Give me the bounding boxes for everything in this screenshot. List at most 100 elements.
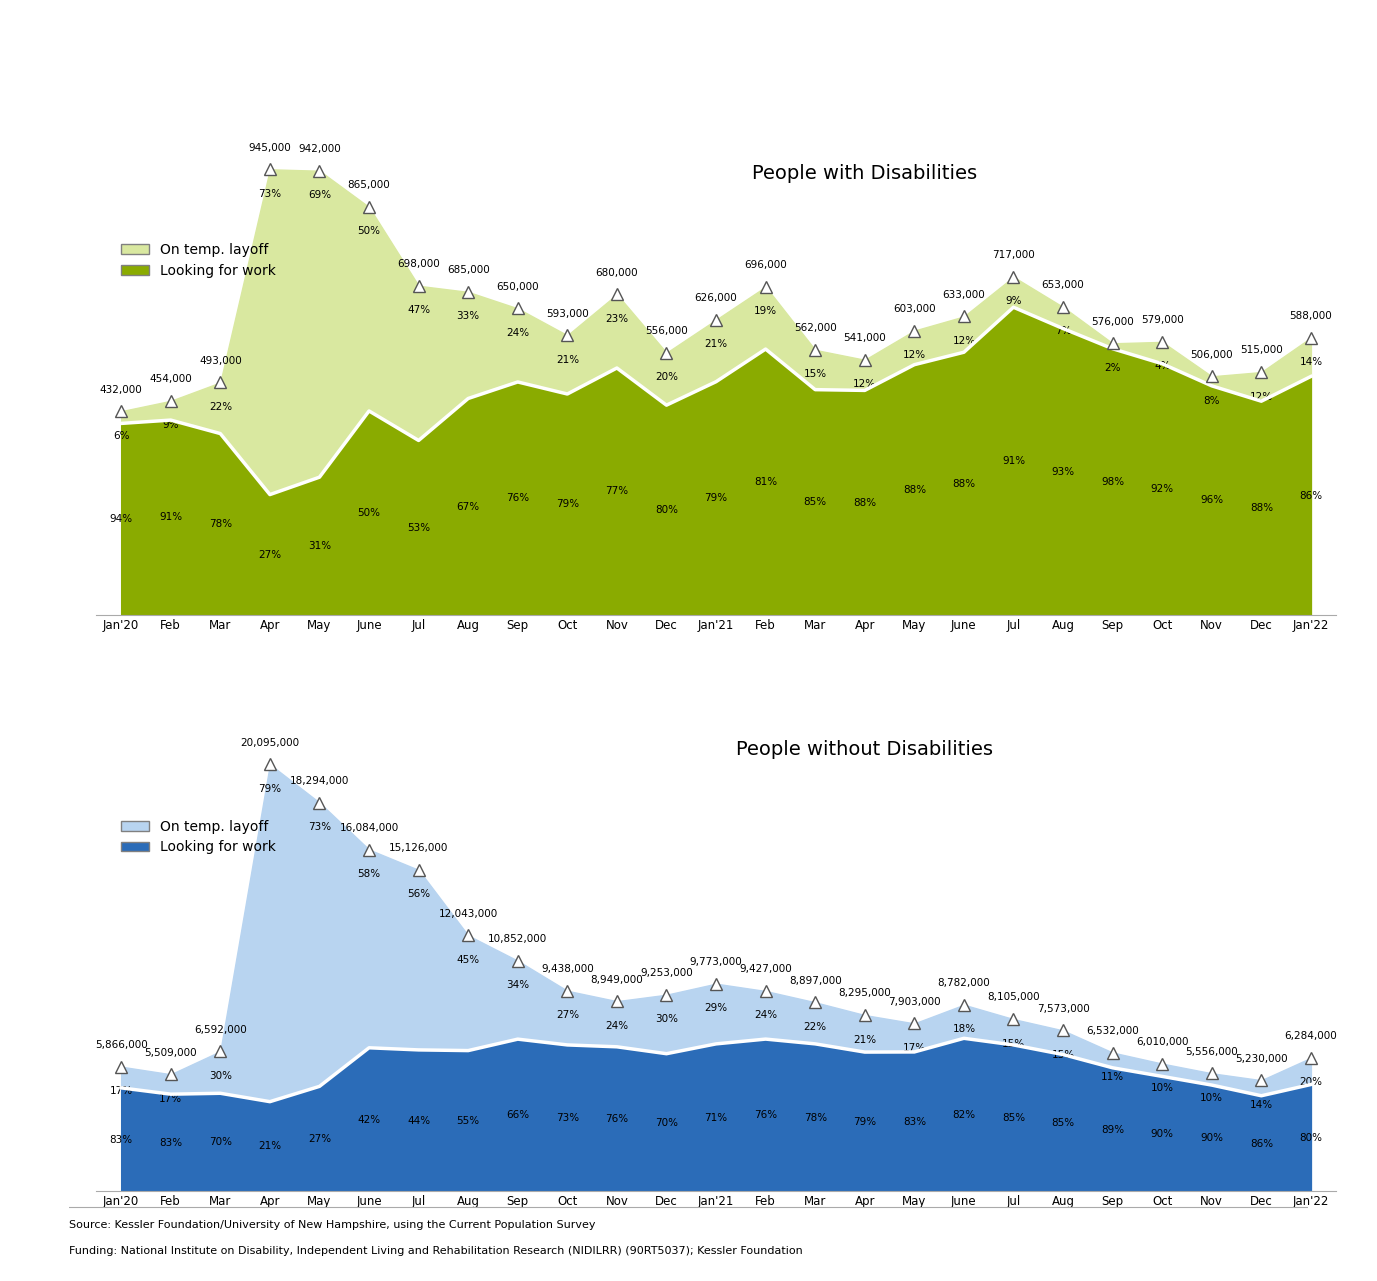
Text: 79%: 79% xyxy=(854,1117,876,1127)
Text: 23%: 23% xyxy=(606,314,628,324)
Text: 21%: 21% xyxy=(259,1141,281,1152)
Text: 79%: 79% xyxy=(705,493,727,503)
Text: 603,000: 603,000 xyxy=(894,304,935,314)
Text: 85%: 85% xyxy=(804,497,826,507)
Text: 7,573,000: 7,573,000 xyxy=(1037,1004,1089,1013)
Text: 80%: 80% xyxy=(655,505,677,515)
Text: 66%: 66% xyxy=(507,1111,529,1120)
Text: 942,000: 942,000 xyxy=(297,143,341,154)
Text: 12%: 12% xyxy=(903,350,925,360)
Text: 945,000: 945,000 xyxy=(248,142,292,152)
Text: 93%: 93% xyxy=(1052,466,1074,477)
Text: 9,438,000: 9,438,000 xyxy=(541,965,593,974)
Text: 76%: 76% xyxy=(507,493,529,503)
Text: 85%: 85% xyxy=(1052,1118,1074,1129)
Text: 8%: 8% xyxy=(1203,396,1220,406)
Text: 94%: 94% xyxy=(110,514,132,524)
Text: 18%: 18% xyxy=(953,1025,975,1034)
Text: 9%: 9% xyxy=(162,420,179,430)
Text: 7,903,000: 7,903,000 xyxy=(888,997,940,1007)
Text: 15,126,000: 15,126,000 xyxy=(388,843,449,853)
Text: 541,000: 541,000 xyxy=(843,333,887,343)
Text: 98%: 98% xyxy=(1102,477,1124,487)
Text: 24%: 24% xyxy=(755,1011,777,1021)
Text: 91%: 91% xyxy=(1002,456,1024,466)
Text: 9%: 9% xyxy=(1005,296,1022,306)
Text: 626,000: 626,000 xyxy=(694,293,738,304)
Text: 47%: 47% xyxy=(408,305,430,315)
Text: 698,000: 698,000 xyxy=(397,259,441,269)
Text: People without Disabilities: People without Disabilities xyxy=(737,740,993,760)
Text: 53%: 53% xyxy=(408,523,430,533)
Text: 90%: 90% xyxy=(1151,1129,1173,1139)
Text: 579,000: 579,000 xyxy=(1140,315,1184,325)
Text: 15%: 15% xyxy=(1002,1039,1024,1049)
Text: 21%: 21% xyxy=(556,355,578,365)
Text: 5,866,000: 5,866,000 xyxy=(95,1040,147,1050)
Text: 12%: 12% xyxy=(1250,392,1272,401)
Text: 73%: 73% xyxy=(308,822,330,833)
Text: 80%: 80% xyxy=(1300,1132,1322,1143)
Text: 11%: 11% xyxy=(1102,1072,1124,1082)
Text: 78%: 78% xyxy=(209,519,231,529)
Text: 10%: 10% xyxy=(1201,1093,1223,1103)
Text: 67%: 67% xyxy=(457,502,479,511)
Text: 16,084,000: 16,084,000 xyxy=(339,822,399,833)
Text: 31%: 31% xyxy=(308,541,330,551)
Text: January 2022 Unemployment Trends: January 2022 Unemployment Trends xyxy=(14,65,343,83)
Text: 8,782,000: 8,782,000 xyxy=(938,979,990,988)
Text: 22%: 22% xyxy=(209,402,231,412)
Text: 556,000: 556,000 xyxy=(644,327,688,336)
Text: 633,000: 633,000 xyxy=(942,290,986,300)
Text: 73%: 73% xyxy=(259,188,281,199)
Text: 85%: 85% xyxy=(1002,1113,1024,1123)
Text: 10,852,000: 10,852,000 xyxy=(487,934,548,944)
Text: 29%: 29% xyxy=(705,1003,727,1013)
Text: 78%: 78% xyxy=(804,1113,826,1122)
Text: 56%: 56% xyxy=(408,889,430,899)
Text: 96%: 96% xyxy=(1201,496,1223,506)
Text: 21%: 21% xyxy=(705,339,727,350)
Text: 27%: 27% xyxy=(556,1011,578,1020)
Text: 6,284,000: 6,284,000 xyxy=(1285,1031,1337,1041)
Text: 69%: 69% xyxy=(308,190,330,200)
Text: 27%: 27% xyxy=(259,550,281,560)
Text: 14%: 14% xyxy=(1300,357,1322,368)
Text: 2%: 2% xyxy=(1104,363,1121,373)
Text: 83%: 83% xyxy=(903,1117,925,1126)
Text: 83%: 83% xyxy=(110,1135,132,1145)
Text: 8,105,000: 8,105,000 xyxy=(987,993,1040,1003)
Text: 20,095,000: 20,095,000 xyxy=(241,738,299,748)
Text: 653,000: 653,000 xyxy=(1041,281,1085,291)
Text: 24%: 24% xyxy=(507,328,529,338)
Text: 88%: 88% xyxy=(903,484,925,494)
Text: 454,000: 454,000 xyxy=(149,374,193,384)
Text: 5,556,000: 5,556,000 xyxy=(1186,1047,1238,1057)
Text: 90%: 90% xyxy=(1201,1134,1223,1143)
Text: 4%: 4% xyxy=(1154,361,1170,371)
Text: 14%: 14% xyxy=(1250,1099,1272,1109)
Text: 6,532,000: 6,532,000 xyxy=(1086,1026,1139,1036)
Text: 593,000: 593,000 xyxy=(545,309,589,319)
Text: 8,949,000: 8,949,000 xyxy=(591,975,643,985)
Text: 717,000: 717,000 xyxy=(991,250,1036,260)
Text: 685,000: 685,000 xyxy=(446,265,490,275)
Text: 15%: 15% xyxy=(1052,1050,1074,1059)
Text: 33%: 33% xyxy=(457,311,479,322)
Text: 21%: 21% xyxy=(854,1035,876,1044)
Legend: On temp. layoff, Looking for work: On temp. layoff, Looking for work xyxy=(116,813,282,860)
Text: 73%: 73% xyxy=(556,1113,578,1123)
Text: 92%: 92% xyxy=(1151,484,1173,494)
Text: 9,427,000: 9,427,000 xyxy=(739,965,792,975)
Text: 86%: 86% xyxy=(1250,1139,1272,1149)
Text: 12%: 12% xyxy=(854,379,876,389)
Text: 70%: 70% xyxy=(209,1138,231,1148)
Text: 44%: 44% xyxy=(408,1116,430,1126)
Text: 88%: 88% xyxy=(854,497,876,507)
Text: 9,773,000: 9,773,000 xyxy=(690,957,742,967)
Text: 79%: 79% xyxy=(556,500,578,510)
Text: 81%: 81% xyxy=(755,477,777,487)
Text: 30%: 30% xyxy=(655,1015,677,1024)
Legend: On temp. layoff, Looking for work: On temp. layoff, Looking for work xyxy=(116,237,282,283)
Text: 17%: 17% xyxy=(903,1043,925,1053)
